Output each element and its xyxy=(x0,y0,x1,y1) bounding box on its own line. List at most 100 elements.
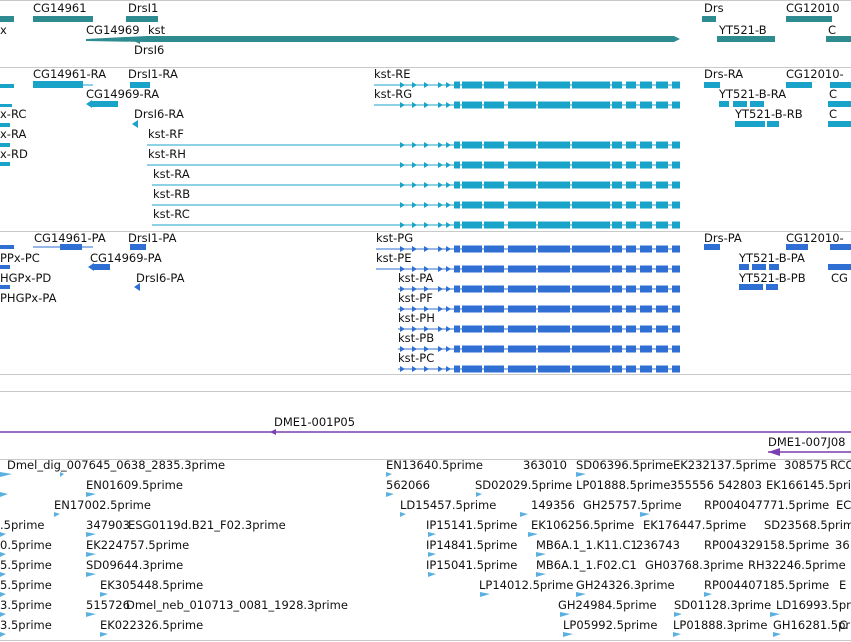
gene-label[interactable]: x xyxy=(0,23,7,37)
est-label[interactable]: 3.5prime xyxy=(0,618,52,632)
est-label[interactable]: EK022326.5prime xyxy=(100,618,204,632)
est-label[interactable]: Dmel_neb_010713_0081_1928.3prime xyxy=(126,598,348,612)
est-label[interactable]: LD15457.5prime xyxy=(400,498,497,512)
protein-label[interactable]: PHGPx-PA xyxy=(0,291,57,305)
protein-track-glyphs[interactable] xyxy=(0,0,851,374)
est-label[interactable]: EK232137.5prime xyxy=(673,458,777,472)
est-label[interactable]: MB6A.1_1.F02.C1 xyxy=(536,558,637,572)
est-label[interactable]: C xyxy=(839,618,848,632)
protein-label[interactable]: CG12010- xyxy=(786,231,844,245)
est-label[interactable]: 36 xyxy=(835,538,850,552)
protein-label[interactable]: kst-PB xyxy=(398,331,435,345)
est-label[interactable]: 347903 xyxy=(86,518,130,532)
transcript-label[interactable]: C xyxy=(829,107,838,121)
gene-label[interactable]: DrsI1 xyxy=(128,1,159,15)
transcript-label[interactable]: kst-RG xyxy=(374,87,413,101)
est-label[interactable]: SD01128.3prime xyxy=(674,598,772,612)
est-label[interactable]: MB6A.1_1.K11.C1 xyxy=(536,538,638,552)
transcript-label[interactable]: DrsI6-RA xyxy=(134,107,184,121)
gene-label[interactable]: CG14969 xyxy=(86,23,140,37)
gene-label[interactable]: Drs xyxy=(704,1,724,15)
est-label[interactable]: 562066 xyxy=(386,478,430,492)
transcript-label[interactable]: x-RA xyxy=(0,127,27,141)
est-label[interactable]: 355556 xyxy=(670,478,714,492)
protein-label[interactable]: Drs-PA xyxy=(704,231,742,245)
est-label[interactable]: RH32246.5prime xyxy=(748,558,846,572)
protein-label[interactable]: kst-PA xyxy=(398,271,434,285)
est-label[interactable]: .5prime xyxy=(0,518,45,532)
protein-label[interactable]: kst-PH xyxy=(398,311,435,325)
transcript-label[interactable]: DrsI1-RA xyxy=(128,67,178,81)
est-label[interactable]: GH03768.3prime xyxy=(645,558,744,572)
est-label[interactable]: LP14012.5prime xyxy=(479,578,574,592)
transcript-label[interactable]: YT521-B-RB xyxy=(735,107,803,121)
est-label[interactable]: 149356 xyxy=(531,498,575,512)
protein-label[interactable]: kst-PE xyxy=(376,251,412,265)
transcript-label[interactable]: CG14969-RA xyxy=(86,87,160,101)
protein-label[interactable]: CG14969-PA xyxy=(90,251,162,265)
clone-track-glyphs[interactable] xyxy=(0,0,851,459)
est-label[interactable]: 308575 xyxy=(784,458,828,472)
est-label[interactable]: EC xyxy=(836,498,851,512)
est-label[interactable]: EK166145.5prime xyxy=(766,478,851,492)
est-label[interactable]: GH24326.3prime xyxy=(576,578,675,592)
transcript-label[interactable]: kst-RA xyxy=(153,167,190,181)
gene-label[interactable]: CG14961 xyxy=(33,1,87,15)
est-label[interactable]: ESG0119d.B21_F02.3prime xyxy=(128,518,286,532)
transcript-label[interactable]: kst-RF xyxy=(148,127,184,141)
gene-label[interactable]: C xyxy=(828,23,837,37)
transcript-label[interactable]: YT521-B-RA xyxy=(719,87,787,101)
gene-label[interactable]: CG12010 xyxy=(786,1,840,15)
transcript-label[interactable]: CG14961-RA xyxy=(33,67,107,81)
est-label[interactable]: E xyxy=(839,578,847,592)
est-label[interactable]: IP15141.5prime xyxy=(426,518,518,532)
est-label[interactable]: Dmel_dig_007645_0638_2835.3prime xyxy=(7,458,226,472)
est-label[interactable]: GH16281.5prime xyxy=(773,618,851,632)
est-label[interactable]: RCC xyxy=(830,458,851,472)
est-label[interactable]: EK106256.5prime xyxy=(531,518,635,532)
protein-label[interactable]: YT521-B-PA xyxy=(739,251,805,265)
est-label[interactable]: 236743 xyxy=(636,538,680,552)
protein-label[interactable]: DrsI6-PA xyxy=(136,271,185,285)
est-label[interactable]: LP01888.5prime xyxy=(576,478,671,492)
est-label[interactable]: GH25757.5prime xyxy=(583,498,682,512)
transcript-label[interactable]: C xyxy=(829,87,838,101)
protein-label[interactable]: CG xyxy=(831,271,848,285)
est-label[interactable]: IP15041.5prime xyxy=(426,558,518,572)
transcript-label[interactable]: x-RC xyxy=(0,107,27,121)
est-label[interactable]: LP01888.3prime xyxy=(673,618,768,632)
est-label[interactable]: EK224757.5prime xyxy=(86,538,190,552)
protein-label[interactable]: kst-PG xyxy=(376,231,414,245)
est-label[interactable]: GH24984.5prime xyxy=(558,598,657,612)
est-label[interactable]: RP004329158.5prime xyxy=(704,538,830,552)
transcript-label[interactable]: kst-RE xyxy=(374,67,411,81)
est-label[interactable]: SD02029.5prime xyxy=(475,478,573,492)
est-label[interactable]: SD06396.5prime xyxy=(576,458,674,472)
transcript-label[interactable]: kst-RB xyxy=(153,187,191,201)
est-label[interactable]: 3.5prime xyxy=(0,598,52,612)
est-label[interactable]: RP004407185.5prime xyxy=(704,578,830,592)
est-label[interactable]: EN17002.5prime xyxy=(54,498,151,512)
est-label[interactable]: 515726 xyxy=(86,598,130,612)
protein-label[interactable]: kst-PF xyxy=(398,291,433,305)
protein-label[interactable]: PPx-PC xyxy=(0,251,40,265)
est-label[interactable]: SD09644.3prime xyxy=(86,558,184,572)
transcript-label[interactable]: Drs-RA xyxy=(704,67,744,81)
est-label[interactable]: EN01609.5prime xyxy=(86,478,183,492)
gene-label[interactable]: YT521-B xyxy=(719,23,767,37)
clone-label[interactable]: DME1-007J08 xyxy=(768,435,846,449)
est-label[interactable]: 5.5prime xyxy=(0,578,52,592)
est-label[interactable]: 363010 xyxy=(523,458,567,472)
protein-label[interactable]: DrsI1-PA xyxy=(128,231,177,245)
est-label[interactable]: LD16993.5prime xyxy=(776,598,851,612)
gene-label[interactable]: DrsI6 xyxy=(134,43,165,57)
est-label[interactable]: 542803 xyxy=(718,478,762,492)
est-label[interactable]: IP14841.5prime xyxy=(426,538,518,552)
transcript-label[interactable]: kst-RH xyxy=(148,147,186,161)
protein-label[interactable]: YT521-B-PB xyxy=(739,271,806,285)
est-label[interactable]: RP004047771.5prime xyxy=(704,498,830,512)
transcript-track-glyphs[interactable] xyxy=(0,0,851,231)
protein-label[interactable]: kst-PC xyxy=(398,351,435,365)
transcript-label[interactable]: x-RD xyxy=(0,147,28,161)
